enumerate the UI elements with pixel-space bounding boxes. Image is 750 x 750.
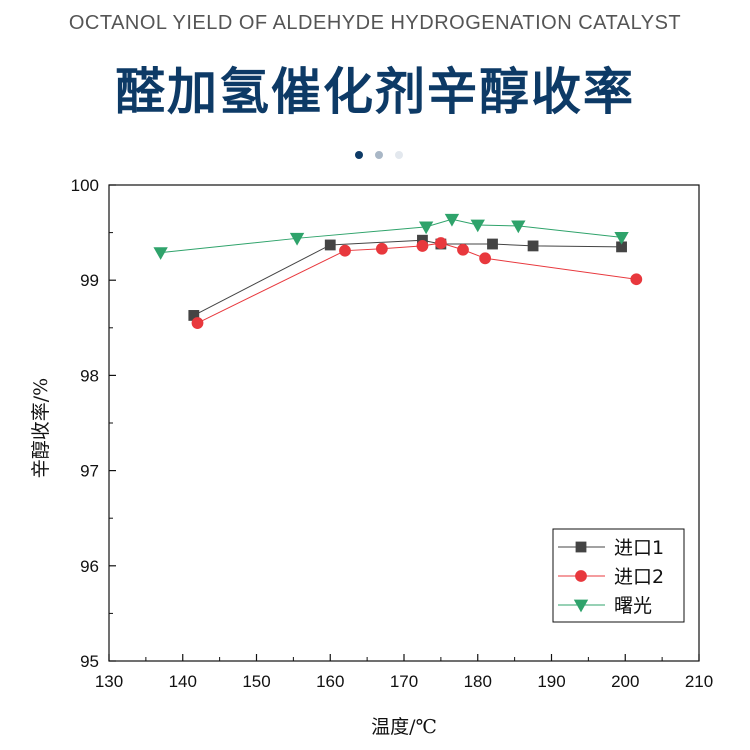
data-point-series-2 bbox=[375, 242, 388, 255]
y-axis-label: 辛醇收率/% bbox=[30, 378, 52, 478]
x-tick-label: 210 bbox=[685, 672, 713, 691]
x-tick-label: 190 bbox=[537, 672, 565, 691]
y-tick-label: 98 bbox=[80, 366, 99, 385]
data-point-series-3 bbox=[444, 213, 460, 227]
legend-label-2: 进口2 bbox=[614, 566, 664, 588]
y-tick-label: 96 bbox=[80, 557, 99, 576]
y-tick-label: 100 bbox=[71, 176, 99, 195]
x-tick-label: 130 bbox=[95, 672, 123, 691]
series-lines bbox=[160, 218, 637, 324]
data-point-series-3 bbox=[470, 219, 485, 233]
y-tick-label: 99 bbox=[80, 271, 99, 290]
data-point-series-3 bbox=[511, 220, 526, 234]
data-point-series-1 bbox=[324, 239, 336, 251]
data-point-series-2 bbox=[434, 237, 447, 249]
x-tick-label: 160 bbox=[316, 672, 344, 691]
data-point-series-2 bbox=[339, 244, 351, 257]
legend-marker-3 bbox=[573, 599, 589, 613]
x-axis-label: 温度/℃ bbox=[371, 716, 437, 738]
data-point-series-3 bbox=[289, 232, 305, 246]
carousel-dot-1[interactable] bbox=[355, 151, 363, 159]
chart-legend: 进口1 进口2 曙光 bbox=[552, 528, 685, 623]
y-tick-label: 95 bbox=[80, 652, 99, 671]
axis-ticks: 130 140 150 160 170 180 190 200 210 95 96 97 98 99 100 bbox=[71, 176, 714, 691]
data-point-series-2 bbox=[191, 317, 204, 329]
series-line-1 bbox=[193, 239, 622, 316]
data-point-series-3 bbox=[153, 247, 168, 260]
x-tick-label: 140 bbox=[169, 672, 197, 691]
carousel-dot-3[interactable] bbox=[395, 151, 403, 159]
legend-label-1: 进口1 bbox=[614, 537, 664, 559]
page-title: 醛加氢催化剂辛醇收率 bbox=[115, 63, 635, 121]
series-line-2 bbox=[197, 242, 637, 324]
data-point-series-2 bbox=[457, 243, 469, 256]
legend-marker-1 bbox=[575, 541, 587, 553]
carousel-dot-2[interactable] bbox=[375, 151, 383, 159]
series-markers bbox=[153, 213, 643, 329]
x-tick-label: 180 bbox=[464, 672, 492, 691]
legend-label-3: 曙光 bbox=[614, 595, 652, 617]
page-subtitle: OCTANOL YIELD OF ALDEHYDE HYDROGENATION … bbox=[68, 12, 682, 34]
data-point-series-3 bbox=[614, 231, 629, 245]
x-tick-label: 170 bbox=[390, 672, 418, 691]
x-tick-label: 200 bbox=[611, 672, 639, 691]
data-point-series-3 bbox=[418, 221, 434, 235]
series-line-3 bbox=[160, 218, 622, 254]
data-point-series-2 bbox=[630, 273, 643, 286]
x-tick-label: 150 bbox=[242, 672, 270, 691]
data-point-series-1 bbox=[527, 240, 539, 252]
legend-marker-2 bbox=[575, 570, 587, 582]
data-point-series-2 bbox=[416, 240, 429, 252]
data-point-series-2 bbox=[479, 252, 492, 265]
data-point-series-1 bbox=[487, 238, 498, 250]
carousel-indicator bbox=[355, 150, 403, 160]
y-tick-label: 97 bbox=[80, 462, 99, 481]
